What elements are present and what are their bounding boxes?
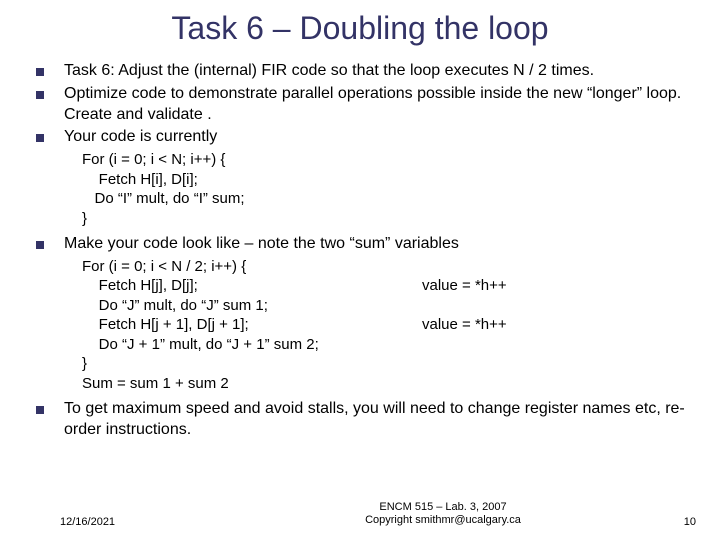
footer-center: ENCM 515 – Lab. 3, 2007 Copyright smithm… (240, 501, 646, 529)
bullet-text: Make your code look like – note the two … (64, 234, 696, 255)
code-line-right: value = *h++ (422, 315, 507, 335)
bullet-square-icon (36, 68, 44, 76)
code-line: For (i = 0; i < N; i++) { (82, 150, 696, 170)
bullet-square-icon (36, 241, 44, 249)
code-line: Sum = sum 1 + sum 2 (82, 374, 696, 394)
code-line: Fetch H[i], D[i]; (82, 170, 696, 190)
code-line: Do “I” mult, do “I” sum; (82, 189, 696, 209)
code-block-current: For (i = 0; i < N; i++) { Fetch H[i], D[… (82, 150, 696, 228)
code-line: Fetch H[j + 1], D[j + 1]; value = *h++ (82, 315, 696, 335)
bullet-text: To get maximum speed and avoid stalls, y… (64, 399, 696, 441)
slide-footer: 12/16/2021 ENCM 515 – Lab. 3, 2007 Copyr… (0, 501, 720, 529)
code-line-right: value = *h++ (422, 276, 507, 296)
bullet-square-icon (36, 406, 44, 414)
bullet-item: Make your code look like – note the two … (24, 234, 696, 255)
bullet-square-icon (36, 91, 44, 99)
footer-copyright: Copyright smithmr@ucalgary.ca (240, 514, 646, 528)
bullet-item: Optimize code to demonstrate parallel op… (24, 84, 696, 126)
code-line: Fetch H[j], D[j]; value = *h++ (82, 276, 696, 296)
footer-course: ENCM 515 – Lab. 3, 2007 (240, 501, 646, 515)
bullet-text: Task 6: Adjust the (internal) FIR code s… (64, 61, 696, 82)
code-line: Do “J” mult, do “J” sum 1; (82, 296, 696, 316)
code-line-left: Fetch H[j + 1], D[j + 1]; (82, 315, 422, 335)
bullet-item: Task 6: Adjust the (internal) FIR code s… (24, 61, 696, 82)
code-line: } (82, 354, 696, 374)
code-line-left: Fetch H[j], D[j]; (82, 276, 422, 296)
code-line: For (i = 0; i < N / 2; i++) { (82, 257, 696, 277)
code-block-target: For (i = 0; i < N / 2; i++) { Fetch H[j]… (82, 257, 696, 394)
code-line: Do “J + 1” mult, do “J + 1” sum 2; (82, 335, 696, 355)
bullet-item: To get maximum speed and avoid stalls, y… (24, 399, 696, 441)
footer-page-number: 10 (646, 516, 696, 528)
bullet-item: Your code is currently (24, 127, 696, 148)
slide-title: Task 6 – Doubling the loop (24, 10, 696, 47)
bullet-text: Optimize code to demonstrate parallel op… (64, 84, 696, 126)
code-line: } (82, 209, 696, 229)
bullet-text: Your code is currently (64, 127, 696, 148)
bullet-square-icon (36, 134, 44, 142)
footer-date: 12/16/2021 (60, 516, 240, 528)
